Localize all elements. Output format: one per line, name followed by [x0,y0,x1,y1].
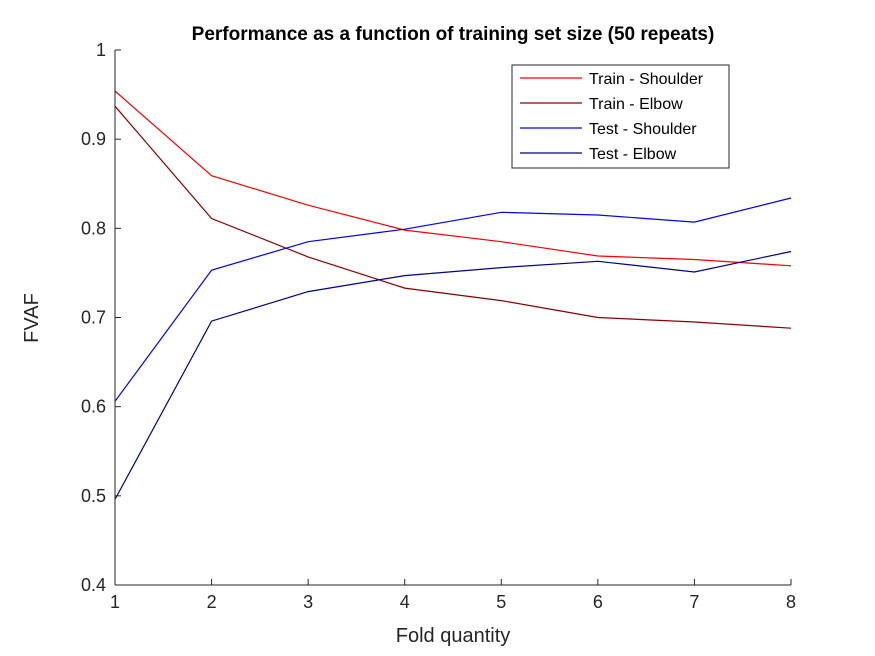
legend-label: Test - Shoulder [589,121,697,138]
x-tick-label: 4 [400,592,410,612]
x-tick-label: 6 [593,592,603,612]
x-tick-label: 3 [303,592,313,612]
legend-label: Train - Shoulder [589,71,704,88]
chart-title: Performance as a function of training se… [192,24,715,45]
x-tick-label: 2 [207,592,217,612]
series-line-test-elbow [114,250,792,500]
x-axis-label: Fold quantity [396,625,511,647]
legend-box [511,64,730,169]
y-tick-label: 0.4 [81,575,106,595]
y-tick-label: 0.9 [81,129,106,149]
y-tick-label: 1 [96,40,106,60]
x-tick-label: 8 [786,592,796,612]
legend-label: Test - Elbow [589,146,677,163]
x-tick-label: 7 [689,592,699,612]
y-tick-label: 0.6 [81,397,106,417]
series-line-train-shoulder [114,90,792,267]
x-tick-label: 5 [496,592,506,612]
series-layer [114,90,792,500]
y-axis-label: FVAF [21,293,43,343]
x-tick-label: 1 [110,592,120,612]
y-tick-label: 0.7 [81,308,106,328]
ticks-layer: 1 2 3 4 5 6 7 8 0.4 0.5 0.6 0.7 0.8 0.9 1 [81,40,796,612]
series-line-test-shoulder [114,197,792,402]
legend: Train - Shoulder Train - Elbow Test - Shou… [511,64,730,169]
y-tick-label: 0.5 [81,486,106,506]
series-line-train-elbow [114,105,792,329]
legend-label: Train - Elbow [589,96,683,113]
y-tick-label: 0.8 [81,218,106,238]
